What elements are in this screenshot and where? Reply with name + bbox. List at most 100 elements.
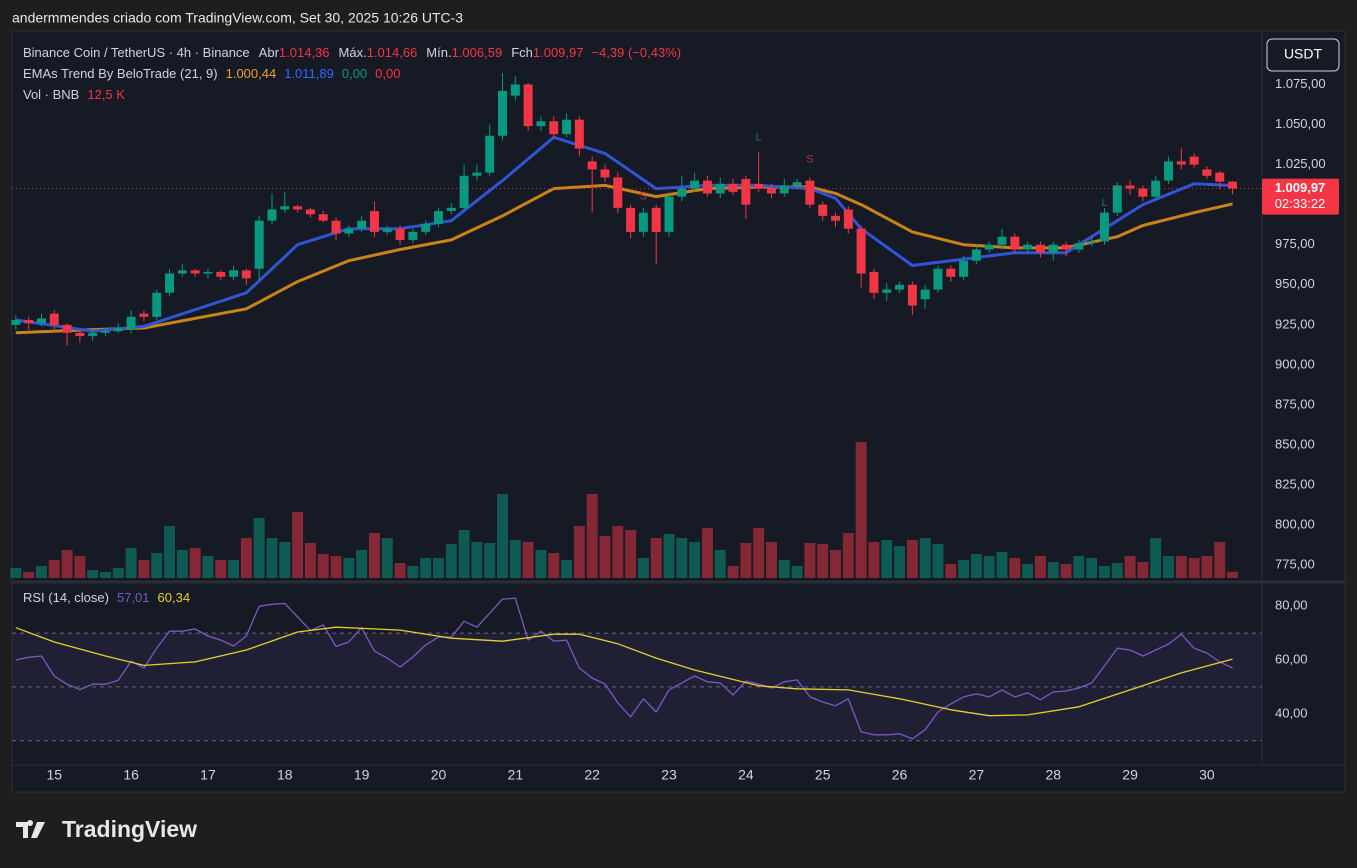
ohlc-label: Abr bbox=[259, 45, 280, 60]
volume-bar bbox=[1214, 542, 1226, 578]
ohlc-value: 1.009,97 bbox=[533, 45, 584, 60]
candle-body bbox=[856, 228, 866, 274]
volume-bar bbox=[868, 542, 880, 578]
candle-body bbox=[62, 324, 72, 333]
volume-bar bbox=[125, 548, 137, 578]
volume-bar bbox=[343, 558, 355, 578]
price-tick-label: 775,00 bbox=[1275, 557, 1315, 572]
candle-body bbox=[408, 231, 418, 240]
volume-bar bbox=[791, 566, 803, 578]
volume-bar bbox=[1137, 562, 1149, 578]
ohlc-value: 1.006,59 bbox=[452, 45, 503, 60]
volume-bar bbox=[189, 548, 201, 578]
volume-bar bbox=[317, 554, 329, 578]
candle-body bbox=[485, 135, 495, 173]
candle-body bbox=[843, 209, 853, 229]
volume-bar bbox=[740, 543, 752, 578]
candle-body bbox=[305, 209, 315, 215]
volume-bar bbox=[1022, 564, 1034, 578]
currency-button[interactable] bbox=[1266, 38, 1340, 72]
candle-body bbox=[139, 313, 149, 317]
candle-body bbox=[395, 228, 405, 240]
volume-bar bbox=[714, 550, 726, 578]
volume-bar bbox=[292, 512, 304, 578]
volume-bar bbox=[433, 558, 444, 578]
date-tick-label: 25 bbox=[815, 767, 831, 783]
candle-body bbox=[49, 313, 59, 325]
rsi-legend: RSI (14, close) 57,01 60,34 bbox=[23, 590, 190, 605]
candle-body bbox=[1151, 180, 1161, 197]
candle-body bbox=[113, 328, 123, 332]
volume-bar bbox=[637, 558, 649, 578]
candle-body bbox=[1112, 185, 1122, 213]
volume-bar bbox=[497, 494, 509, 578]
volume-bar bbox=[919, 538, 931, 578]
candle-body bbox=[318, 214, 328, 221]
candle-body bbox=[1048, 244, 1058, 253]
volume-bar bbox=[522, 542, 534, 578]
volume-bar bbox=[842, 533, 854, 578]
candle-body bbox=[434, 211, 443, 224]
candle-body bbox=[574, 119, 584, 149]
candle-body bbox=[1164, 161, 1173, 181]
logo: TradingView bbox=[16, 816, 197, 842]
candle-body bbox=[36, 318, 46, 324]
candle-body bbox=[459, 175, 469, 208]
volume-bar bbox=[279, 542, 291, 578]
ohlc-label: Mín. bbox=[426, 45, 451, 60]
candle-body bbox=[421, 223, 431, 232]
ohlc-label: Fch bbox=[511, 45, 533, 60]
symbol-title: Binance Coin / TetherUS · 4h · Binance bbox=[23, 45, 250, 60]
volume-bar bbox=[958, 560, 970, 578]
volume-bar bbox=[1150, 538, 1162, 578]
ema-legend-value: 1.000,44 bbox=[226, 66, 277, 81]
candle-body bbox=[779, 185, 789, 194]
volume-bar bbox=[304, 543, 316, 578]
price-tick-label: 800,00 bbox=[1275, 517, 1315, 532]
volume-legend-name: Vol · BNB bbox=[23, 87, 79, 102]
price-tick-label: 825,00 bbox=[1275, 476, 1315, 491]
price-tick-label: 1.075,00 bbox=[1275, 76, 1326, 91]
volume-bar bbox=[855, 442, 867, 578]
volume-bar bbox=[164, 526, 176, 578]
candle-body bbox=[203, 271, 213, 274]
candle-body bbox=[831, 215, 840, 221]
candle-body bbox=[510, 84, 520, 96]
volume-bar bbox=[1098, 566, 1110, 578]
candle-body bbox=[369, 211, 379, 232]
candle-body bbox=[690, 180, 700, 189]
volume-legend-value: 12,5 K bbox=[87, 87, 125, 102]
volume-bar bbox=[1163, 556, 1174, 578]
volume-bar bbox=[202, 556, 214, 578]
ema-legend-value: 1.011,89 bbox=[284, 66, 334, 81]
ema-legend-value: 0,00 bbox=[342, 66, 367, 81]
candle-body bbox=[984, 244, 994, 250]
price-tick-label: 1.025,00 bbox=[1275, 156, 1326, 171]
volume-bar bbox=[356, 550, 368, 578]
candle-body bbox=[895, 284, 905, 290]
volume-legend: Vol · BNB 12,5 K bbox=[23, 87, 125, 102]
rsi-legend-value: 57,01 bbox=[117, 590, 150, 605]
volume-bar bbox=[1227, 571, 1239, 578]
candle-body bbox=[920, 289, 930, 300]
volume-bar bbox=[1201, 556, 1213, 578]
logo-icon bbox=[16, 820, 45, 838]
candle-body bbox=[587, 161, 597, 170]
volume-bar bbox=[727, 566, 739, 578]
volume-bar bbox=[573, 526, 585, 578]
volume-bar bbox=[471, 542, 483, 578]
candle-body bbox=[241, 270, 251, 279]
volume-bar bbox=[881, 540, 893, 578]
volume-bar bbox=[701, 528, 713, 578]
volume-bar bbox=[817, 544, 829, 578]
volume-bar bbox=[996, 552, 1008, 578]
volume-bar bbox=[548, 553, 560, 578]
last-price-label: 1.009,97 bbox=[1275, 180, 1326, 195]
candle-body bbox=[677, 188, 687, 197]
signal-label: L bbox=[756, 131, 762, 143]
price-tick-label: 975,00 bbox=[1275, 236, 1315, 251]
candle-body bbox=[126, 316, 136, 330]
volume-bar bbox=[330, 556, 342, 578]
volume-bar bbox=[407, 566, 419, 578]
